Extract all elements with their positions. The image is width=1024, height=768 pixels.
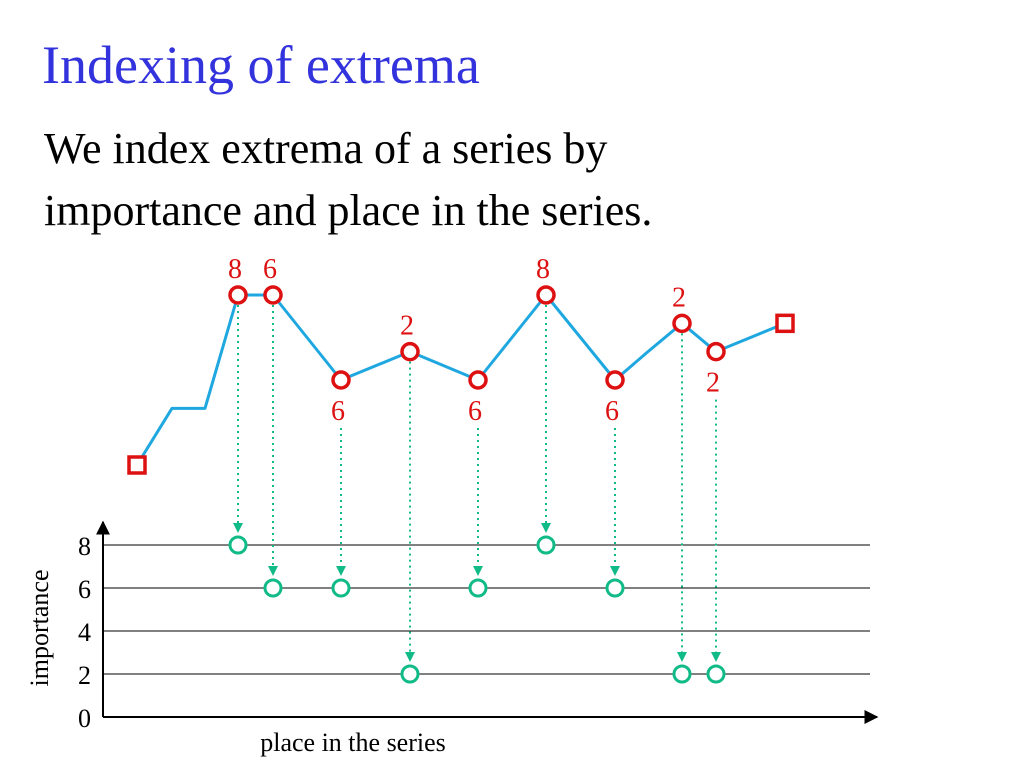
index-marker bbox=[672, 664, 692, 684]
y-axis-label: importance bbox=[25, 570, 54, 687]
extremum-marker bbox=[468, 370, 488, 390]
extremum-marker bbox=[672, 313, 692, 334]
index-marker bbox=[228, 535, 248, 555]
subtitle-line: We index extrema of a series by bbox=[44, 124, 608, 173]
y-tick-label: 2 bbox=[78, 661, 91, 690]
index-marker bbox=[468, 578, 488, 598]
extremum-marker bbox=[228, 285, 248, 305]
slide-subtitle: We index extrema of a series by importan… bbox=[44, 118, 652, 242]
index-marker bbox=[400, 664, 420, 684]
extremum-label: 6 bbox=[605, 396, 619, 427]
y-tick-label: 0 bbox=[78, 704, 91, 733]
extremum-marker bbox=[605, 370, 625, 390]
subtitle-line: importance and place in the series. bbox=[44, 186, 653, 235]
slide-title: Indexing of extrema bbox=[42, 35, 480, 95]
endpoint-marker bbox=[775, 313, 795, 334]
index-markers bbox=[228, 535, 726, 684]
gridlines bbox=[103, 544, 870, 675]
endpoint-marker bbox=[127, 455, 147, 475]
y-tick-label: 8 bbox=[78, 532, 91, 561]
extremum-marker bbox=[400, 341, 420, 362]
index-marker bbox=[331, 578, 351, 598]
extrema-markers bbox=[127, 285, 795, 475]
y-tick-label: 6 bbox=[78, 575, 91, 604]
extremum-label: 6 bbox=[263, 254, 277, 285]
extremum-label: 6 bbox=[331, 396, 345, 427]
extremum-label: 2 bbox=[672, 282, 686, 313]
axes bbox=[96, 520, 879, 724]
extremum-label: 8 bbox=[228, 254, 242, 285]
extremum-marker bbox=[263, 285, 283, 305]
index-marker bbox=[536, 535, 556, 555]
extremum-label: 2 bbox=[400, 311, 414, 342]
y-tick-labels: 0 2 4 6 8 bbox=[78, 532, 91, 733]
extremum-marker bbox=[331, 370, 351, 390]
extremum-label: 8 bbox=[536, 254, 550, 285]
extremum-label: 6 bbox=[468, 396, 482, 427]
y-tick-label: 4 bbox=[78, 618, 91, 647]
x-axis-label: place in the series bbox=[260, 728, 446, 757]
extremum-marker bbox=[536, 285, 556, 305]
extremum-label: 2 bbox=[706, 368, 720, 399]
projection-arrows bbox=[233, 305, 721, 662]
index-marker bbox=[263, 578, 283, 598]
index-marker bbox=[605, 578, 625, 598]
index-marker bbox=[706, 664, 726, 684]
extremum-marker bbox=[706, 341, 726, 362]
